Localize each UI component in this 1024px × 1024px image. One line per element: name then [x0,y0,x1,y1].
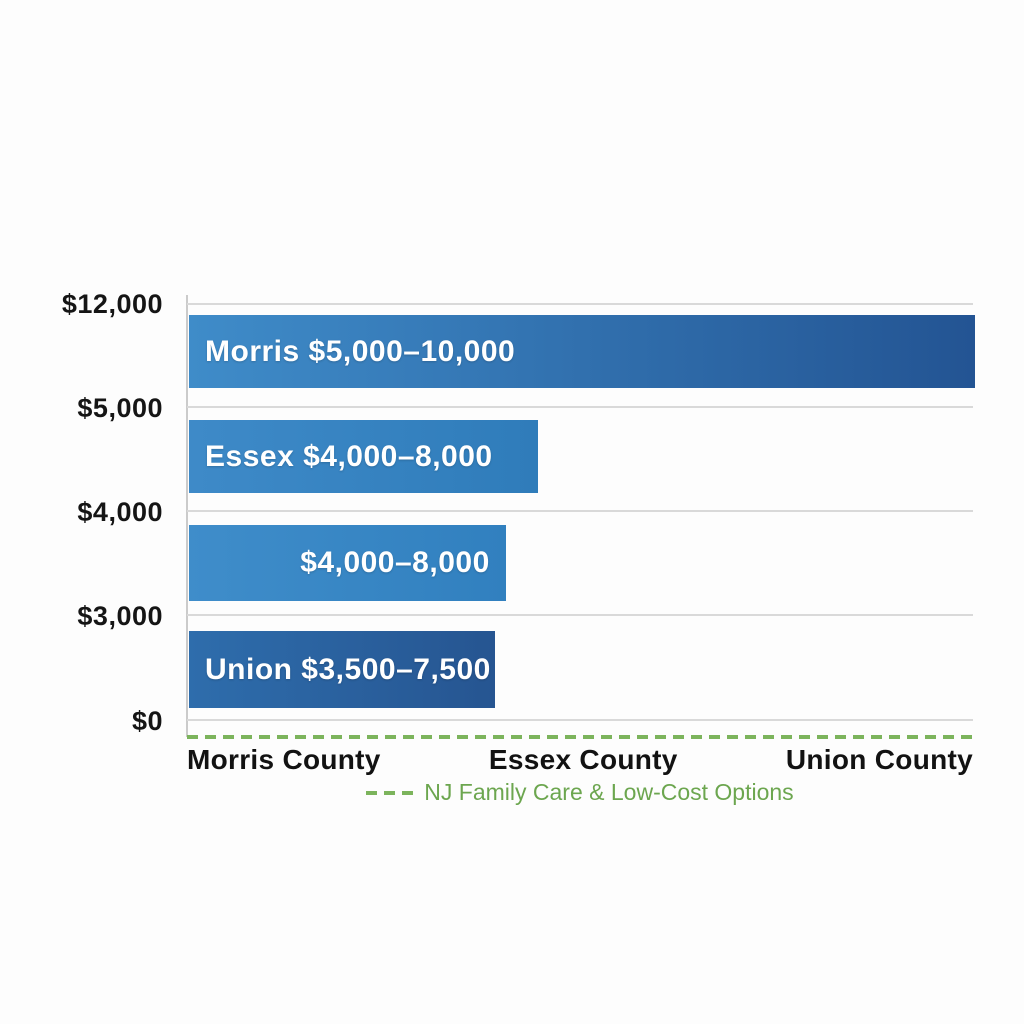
y-axis-line [186,295,188,737]
legend-label: NJ Family Care & Low-Cost Options [424,779,794,805]
bar-essex-label: Essex $4,000–8,000 [205,439,493,473]
y-tick-3000: $3,000 [77,600,163,631]
bar-morris: Morris $5,000–10,000 [189,315,975,388]
bar-union: Union $3,500–7,500 [189,631,495,708]
gridline-3000 [187,614,973,616]
plot-area: Morris $5,000–10,000 Essex $4,000–8,000 … [186,295,977,739]
bar-unnamed-range-label: $4,000–8,000 [300,546,490,579]
gridline-12000 [187,303,973,305]
y-tick-5000: $5,000 [77,392,163,423]
x-label-essex-county: Essex County [488,744,678,775]
x-label-morris-county: Morris County [187,744,381,775]
bar-morris-label: Morris $5,000–10,000 [205,334,516,368]
bar-union-label: Union $3,500–7,500 [205,652,491,686]
gridline-4000 [187,510,973,512]
x-axis-labels: Morris County Essex County Union County [187,744,973,776]
y-tick-0: $0 [131,705,163,736]
y-tick-12000: $12,000 [61,288,163,319]
nj-family-care-threshold-line [187,735,977,739]
bar-unnamed-range: $4,000–8,000 [189,525,506,601]
y-tick-4000: $4,000 [77,496,163,527]
gridline-0 [187,719,973,721]
gridline-5000 [187,406,973,408]
legend: NJ Family Care & Low-Cost Options [187,779,973,806]
legend-dash-icon [366,790,417,795]
bar-essex: Essex $4,000–8,000 [189,420,538,493]
x-label-union-county: Union County [785,744,973,775]
